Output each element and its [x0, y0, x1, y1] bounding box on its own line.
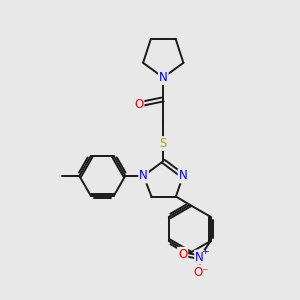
Text: N: N [195, 251, 204, 264]
Text: O⁻: O⁻ [193, 266, 209, 279]
Text: +: + [201, 248, 208, 256]
Text: N: N [178, 169, 188, 182]
Text: O: O [178, 248, 187, 261]
Text: N: N [159, 71, 168, 84]
Text: S: S [160, 137, 167, 150]
Text: N: N [139, 169, 148, 182]
Text: O: O [134, 98, 143, 111]
